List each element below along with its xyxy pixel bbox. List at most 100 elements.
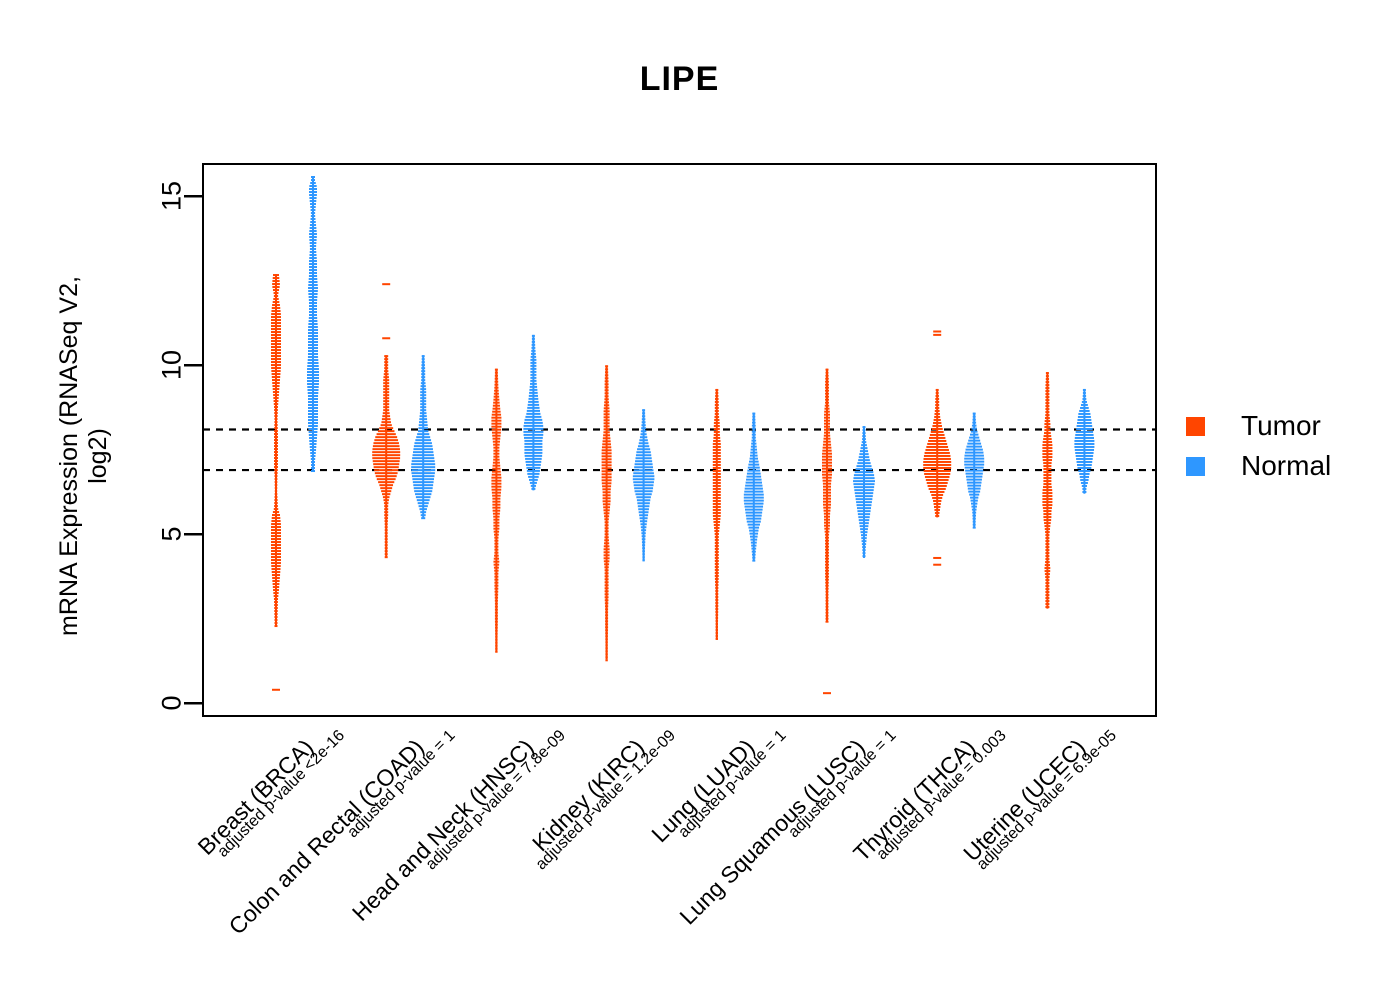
sample-dash [530, 361, 537, 364]
sample-dash [750, 445, 757, 448]
sample-dash [1044, 525, 1051, 528]
sample-dash [633, 481, 654, 484]
sample-dash [309, 272, 317, 275]
sample-dash [310, 458, 316, 461]
sample-dash [524, 448, 543, 451]
sample-dash [825, 554, 829, 557]
sample-dash [935, 394, 939, 397]
sample-dash [637, 502, 650, 505]
sample-dash [494, 545, 499, 548]
sample-dash [858, 519, 870, 522]
sample-dash [713, 439, 721, 442]
sample-dash [605, 620, 609, 623]
sample-dash [752, 418, 756, 421]
sample-dash [933, 333, 942, 336]
sample-dash [307, 356, 319, 359]
sample-dash [274, 616, 278, 619]
sample-dash [712, 502, 721, 505]
sample-dash [1043, 462, 1052, 465]
sample-dash [411, 460, 435, 463]
sample-dash [495, 641, 498, 644]
sample-dash [824, 527, 830, 530]
sample-dash [491, 431, 501, 434]
violin-tumor-Lung Squamous (LUSC) [822, 368, 832, 695]
sample-dash [494, 536, 499, 539]
sample-dash [824, 518, 830, 521]
sample-dash [493, 392, 499, 395]
sample-dash [274, 430, 278, 433]
sample-dash [523, 433, 544, 436]
sample-dash [384, 523, 388, 526]
sample-dash [715, 619, 719, 622]
sample-dash [822, 470, 832, 473]
sample-dash [271, 514, 281, 517]
sample-dash [1076, 457, 1093, 460]
sample-dash [1042, 450, 1053, 453]
sample-dash [310, 218, 316, 221]
sample-dash [743, 493, 764, 496]
sample-dash [860, 447, 868, 450]
sample-dash [1045, 591, 1050, 594]
sample-dash [494, 623, 498, 626]
sample-dash [383, 397, 390, 400]
sample-dash [421, 358, 425, 361]
sample-dash [309, 191, 317, 194]
sample-dash [825, 557, 829, 560]
sample-dash [715, 604, 719, 607]
sample-dash [412, 451, 434, 454]
sample-dash [639, 439, 648, 442]
sample-dash [601, 476, 612, 479]
sample-dash [494, 581, 499, 584]
sample-dash [825, 575, 829, 578]
sample-dash [823, 485, 831, 488]
sample-dash [308, 275, 318, 278]
sample-dash [751, 424, 756, 427]
sample-dash [1045, 408, 1050, 411]
sample-dash [271, 556, 281, 559]
sample-dash [746, 478, 762, 481]
sample-dash [271, 316, 281, 319]
sample-dash [604, 599, 609, 602]
sample-dash [271, 343, 281, 346]
sample-dash [373, 442, 399, 445]
sample-dash [604, 590, 609, 593]
sample-dash [601, 449, 612, 452]
sample-dash [308, 287, 318, 290]
sample-dash [274, 613, 278, 616]
sample-dash [492, 434, 501, 437]
sample-dash [601, 467, 612, 470]
sample-dash [969, 433, 979, 436]
sample-dash [823, 503, 831, 506]
sample-dash [383, 403, 390, 406]
sample-dash [308, 353, 318, 356]
sample-dash [308, 320, 318, 323]
sample-dash [1074, 439, 1095, 442]
sample-dash [492, 440, 500, 443]
sample-dash [964, 466, 984, 469]
sample-dash [1043, 513, 1052, 516]
sample-dash [1042, 453, 1053, 456]
sample-dash [1076, 427, 1093, 430]
sample-dash [749, 529, 759, 532]
sample-dash [601, 464, 612, 467]
sample-dash [925, 478, 949, 481]
sample-dash [309, 269, 317, 272]
sample-dash [493, 452, 500, 455]
sample-dash [271, 331, 281, 334]
sample-dash [310, 212, 316, 215]
sample-dash [308, 335, 318, 338]
sample-dash [714, 535, 719, 538]
sample-dash [752, 421, 756, 424]
sample-dash [311, 461, 315, 464]
sample-dash [531, 346, 536, 349]
sample-dash [272, 580, 280, 583]
sample-dash [415, 496, 431, 499]
sample-dash [970, 496, 979, 499]
sample-dash [715, 634, 718, 637]
sample-dash [495, 626, 498, 629]
sample-dash [530, 370, 537, 373]
sample-dash [752, 556, 756, 559]
sample-dash [307, 368, 319, 371]
sample-dash [379, 427, 394, 430]
sample-dash [825, 614, 829, 617]
